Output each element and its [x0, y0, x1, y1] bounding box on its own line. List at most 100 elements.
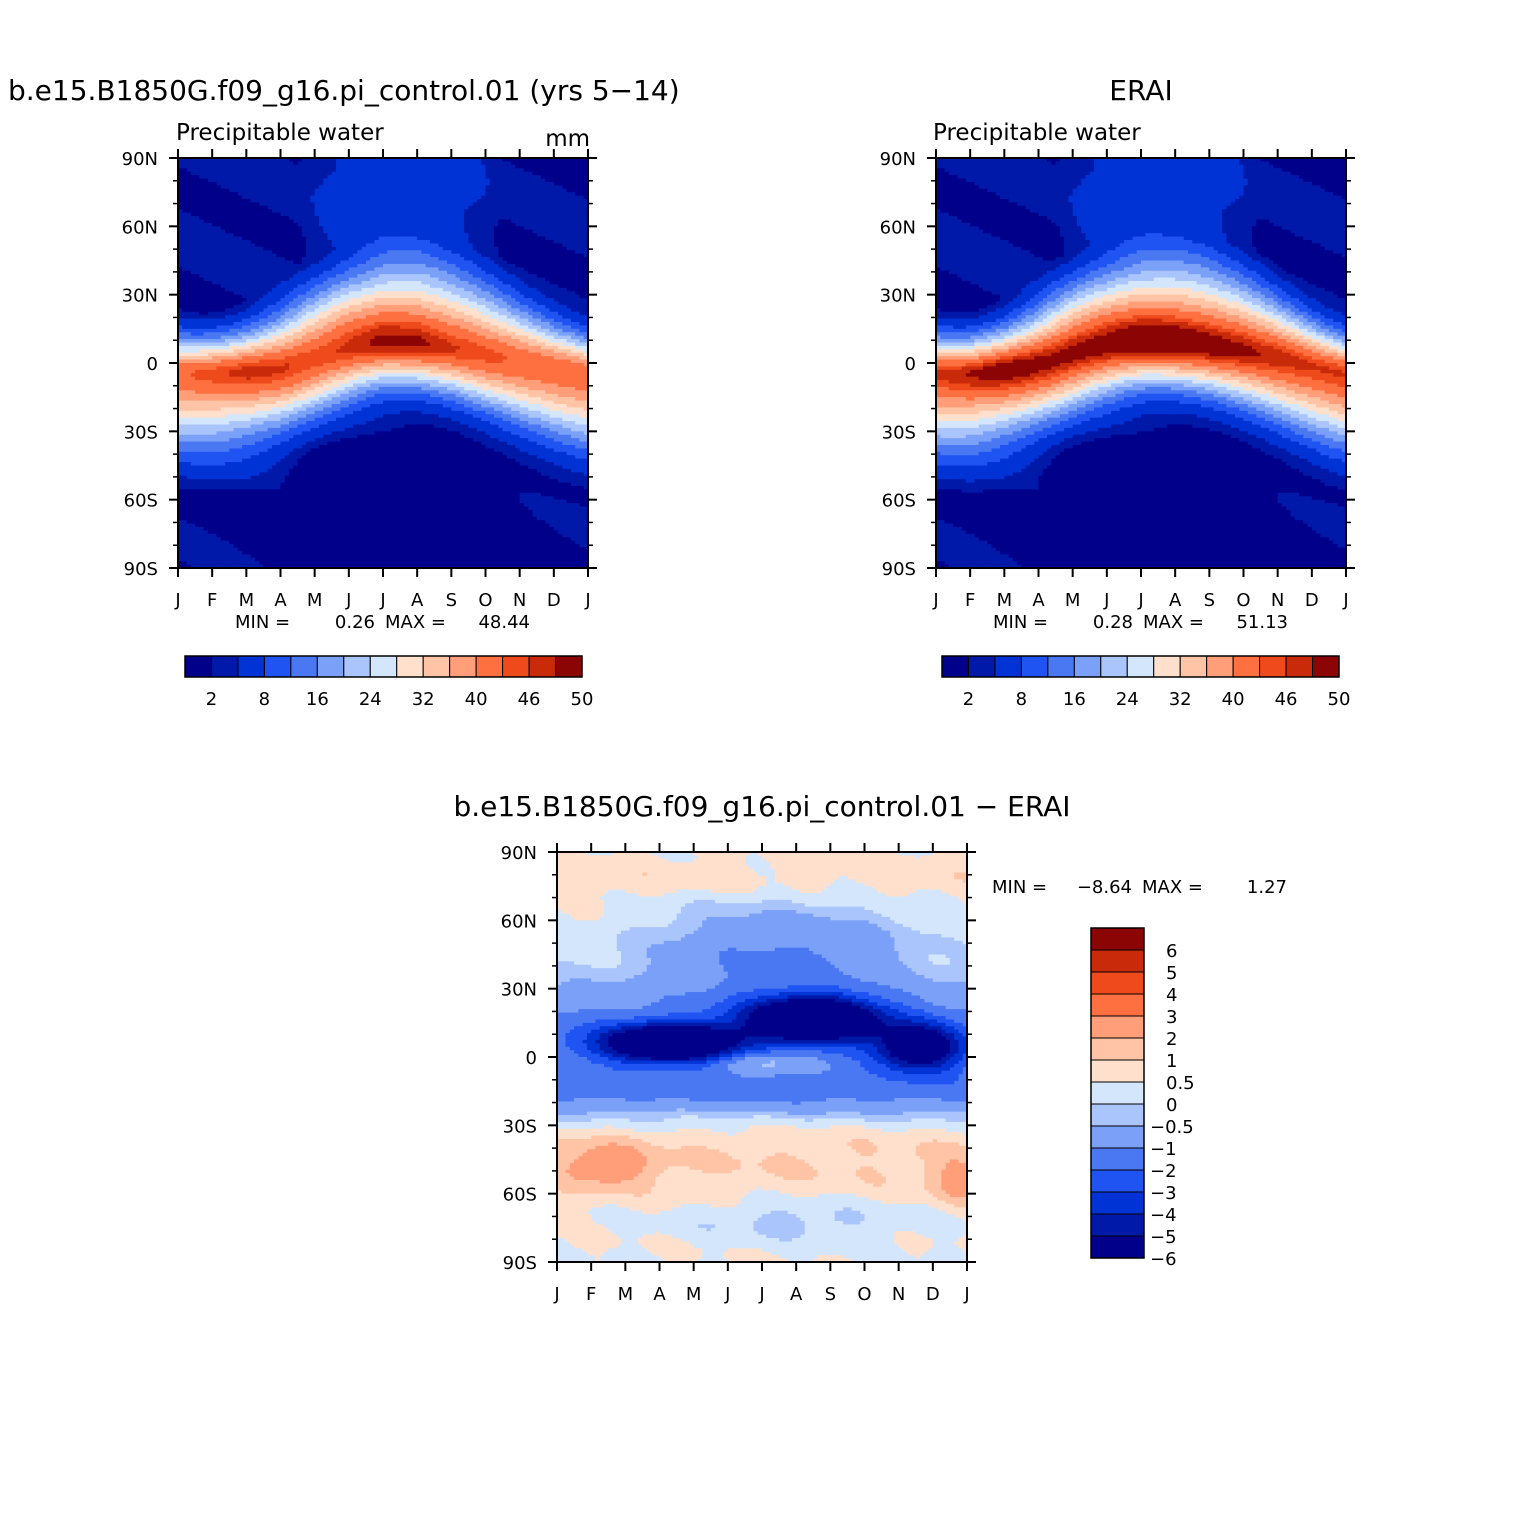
field-cell: [412, 243, 418, 248]
field-cell: [250, 298, 256, 303]
field-cell: [263, 294, 269, 299]
field-cell: [575, 328, 581, 333]
field-cell: [570, 332, 576, 337]
field-cell: [476, 164, 482, 169]
field-cell: [190, 328, 196, 333]
field-cell: [519, 199, 525, 204]
field-cell: [301, 175, 307, 180]
field-cell: [323, 318, 329, 323]
field-cell: [511, 188, 516, 193]
field-cell: [425, 287, 431, 292]
field-cell: [190, 277, 196, 282]
field-cell: [472, 311, 478, 316]
field-cell: [263, 263, 269, 268]
field-cell: [451, 158, 457, 163]
field-cell: [404, 222, 410, 227]
field-cell: [254, 192, 260, 197]
field-cell: [485, 209, 491, 214]
field-cell: [498, 274, 504, 279]
field-cell: [190, 274, 196, 279]
field-cell: [233, 274, 239, 279]
field-cell: [182, 250, 188, 255]
field-cell: [459, 219, 465, 224]
field-cell: [353, 216, 358, 221]
field-cell: [216, 257, 222, 262]
field-cell: [532, 277, 538, 282]
field-cell: [280, 332, 286, 337]
field-cell: [306, 332, 311, 337]
field-cell: [485, 281, 491, 286]
field-cell: [464, 192, 470, 197]
field-cell: [229, 178, 235, 183]
field-cell: [310, 322, 316, 327]
field-cell: [489, 325, 495, 330]
field-cell: [417, 171, 423, 176]
field-cell: [489, 243, 495, 248]
field-cell: [481, 332, 487, 337]
field-cell: [250, 277, 256, 282]
field-cell: [404, 322, 410, 327]
field-cell: [301, 236, 307, 241]
field-cell: [378, 287, 384, 292]
field-cell: [515, 253, 521, 258]
field-cell: [442, 168, 448, 173]
field-cell: [237, 291, 243, 296]
field-cell: [515, 325, 521, 330]
field-cell: [536, 281, 542, 286]
field-cell: [400, 199, 405, 204]
field-cell: [263, 243, 269, 248]
field-cell: [301, 294, 307, 299]
field-cell: [400, 291, 405, 296]
field-cell: [536, 171, 542, 176]
field-cell: [549, 212, 555, 217]
field-cell: [224, 164, 230, 169]
field-cell: [476, 325, 482, 330]
field-cell: [434, 332, 440, 337]
field-cell: [570, 216, 576, 221]
field-cell: [293, 178, 299, 183]
field-cell: [502, 277, 508, 282]
field-cell: [374, 161, 380, 166]
field-cell: [331, 236, 337, 241]
field-cell: [442, 199, 448, 204]
field-cell: [229, 301, 235, 306]
field-cell: [442, 325, 448, 330]
field-cell: [523, 257, 529, 262]
field-cell: [186, 233, 192, 238]
field-cell: [408, 243, 414, 248]
field-cell: [472, 164, 478, 169]
field-cell: [203, 267, 209, 272]
field-cell: [336, 322, 341, 327]
field-cell: [190, 298, 196, 303]
field-cell: [306, 185, 311, 190]
field-cell: [536, 328, 542, 333]
field-cell: [408, 212, 414, 217]
field-cell: [203, 257, 209, 262]
field-cell: [365, 205, 371, 210]
field-cell: [425, 291, 431, 296]
field-cell: [182, 294, 188, 299]
field-cell: [506, 171, 512, 176]
field-cell: [536, 226, 542, 231]
field-cell: [293, 236, 299, 241]
field-cell: [314, 178, 320, 183]
field-cell: [340, 171, 346, 176]
field-cell: [323, 246, 329, 251]
field-cell: [387, 195, 393, 200]
field-cell: [370, 185, 376, 190]
field-cell: [383, 243, 388, 248]
field-cell: [297, 233, 303, 238]
field-cell: [489, 158, 495, 163]
field-cell: [353, 294, 358, 299]
field-cell: [553, 311, 559, 316]
field-cell: [536, 274, 542, 279]
field-cell: [216, 325, 222, 330]
field-cell: [451, 188, 457, 193]
field-cell: [438, 250, 444, 255]
field-cell: [391, 301, 397, 306]
field-cell: [400, 304, 405, 309]
field-cell: [404, 332, 410, 337]
field-cell: [336, 304, 341, 309]
field-cell: [523, 205, 529, 210]
field-cell: [242, 195, 247, 200]
